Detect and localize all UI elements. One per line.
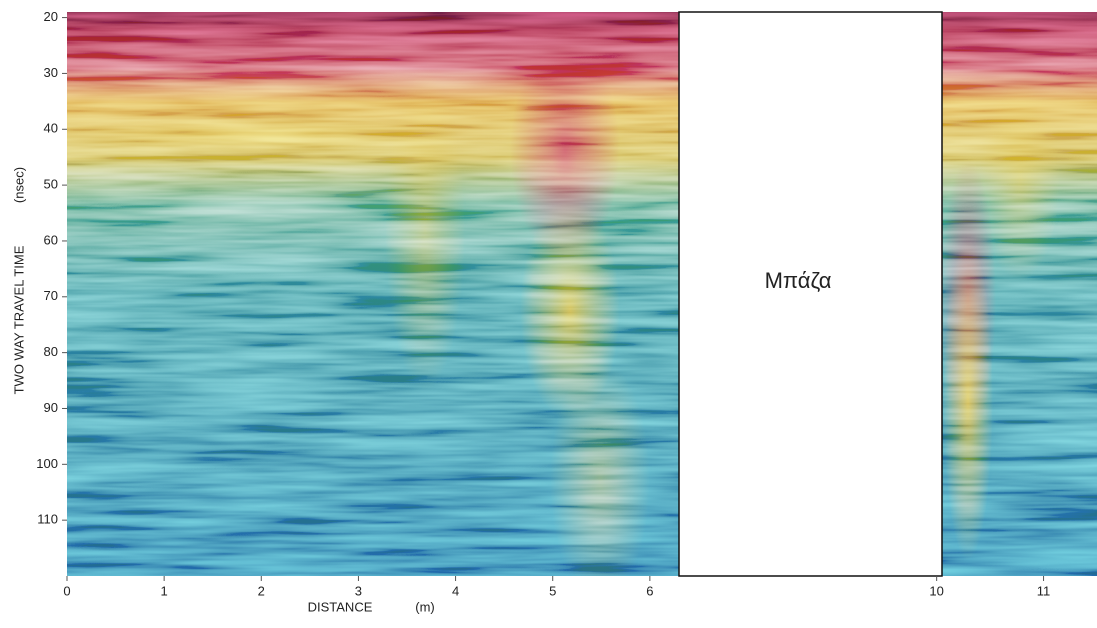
x-tick-label: 1	[161, 583, 168, 598]
x-tick-label: 4	[452, 583, 459, 598]
x-axis-title: DISTANCE	[308, 599, 373, 614]
y-axis-unit: (nsec)	[11, 167, 26, 203]
x-tick-label: 2	[258, 583, 265, 598]
x-tick-label: 0	[63, 583, 70, 598]
y-tick-label: 100	[36, 456, 58, 471]
radargram-left	[67, 12, 679, 576]
x-tick-label: 3	[355, 583, 362, 598]
y-tick-label: 90	[44, 400, 58, 415]
x-axis-unit: (m)	[415, 599, 435, 614]
y-tick-label: 80	[44, 344, 58, 359]
y-tick-label: 110	[37, 512, 58, 527]
x-tick-label: 5	[549, 583, 556, 598]
y-tick-label: 40	[44, 121, 58, 136]
x-tick-label: 10	[929, 583, 943, 598]
y-axis-title: TWO WAY TRAVEL TIME	[11, 245, 26, 394]
y-tick-label: 70	[44, 288, 58, 303]
y-tick-label: 20	[44, 9, 58, 24]
radargram-right	[942, 12, 1097, 576]
y-tick-label: 60	[44, 232, 58, 247]
y-tick-label: 30	[44, 65, 58, 80]
gap-box	[678, 11, 943, 577]
x-tick-label: 11	[1037, 583, 1051, 598]
gap-label: Μπάζα	[765, 268, 832, 293]
x-tick-label: 6	[646, 583, 653, 598]
y-tick-label: 50	[44, 177, 58, 192]
